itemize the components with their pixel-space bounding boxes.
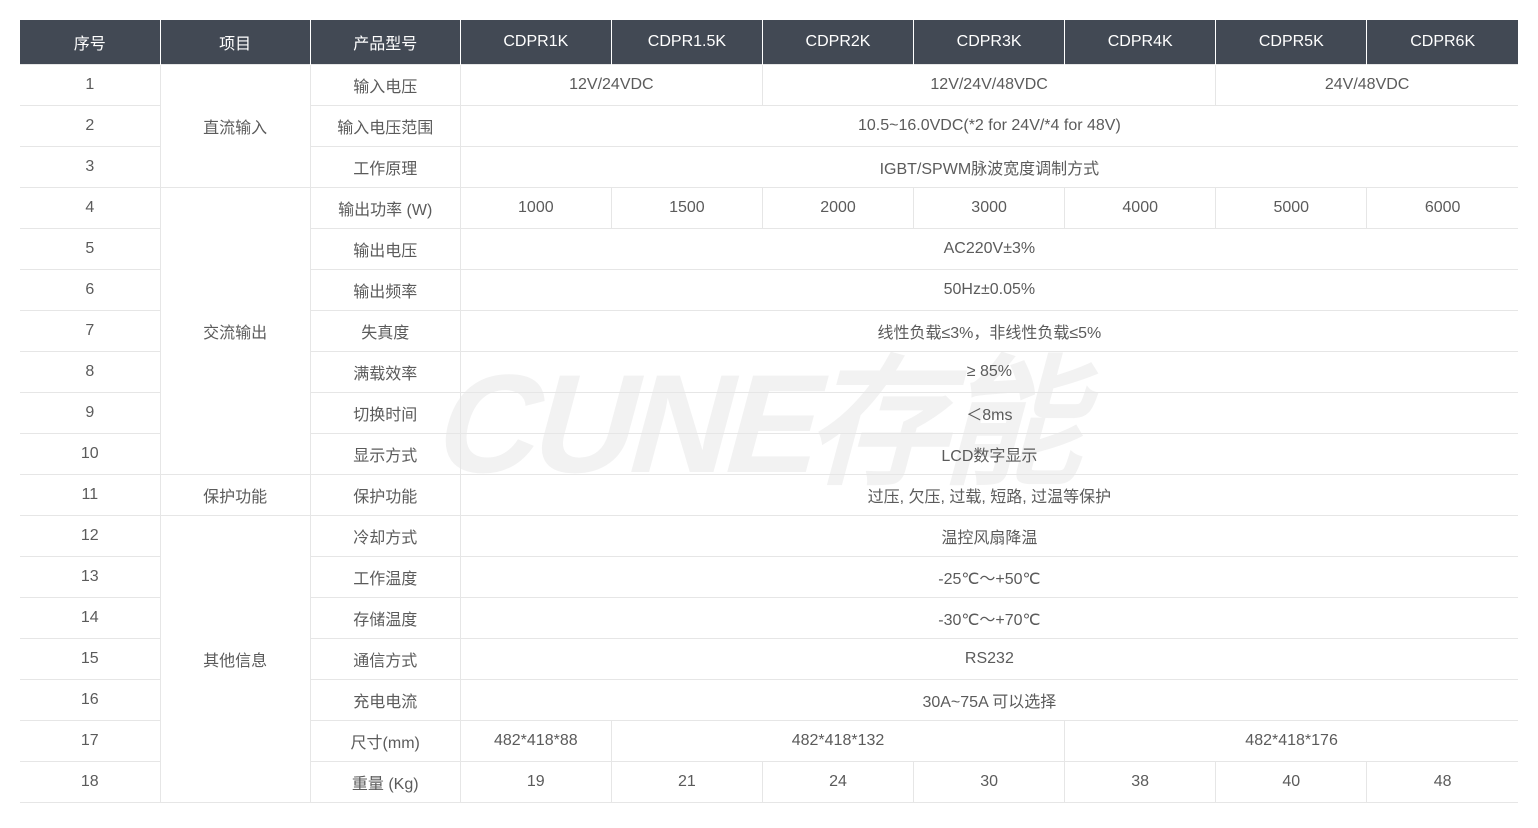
label-cell: 失真度 xyxy=(310,311,460,352)
spec-table: 序号 项目 产品型号 CDPR1K CDPR1.5K CDPR2K CDPR3K… xyxy=(20,20,1518,803)
seq-cell: 5 xyxy=(20,229,160,270)
value-cell: 482*418*176 xyxy=(1065,721,1518,762)
value-cell: 482*418*132 xyxy=(611,721,1064,762)
value-cell: 12V/24VDC xyxy=(460,65,762,106)
seq-cell: 9 xyxy=(20,393,160,434)
label-cell: 满载效率 xyxy=(310,352,460,393)
seq-cell: 3 xyxy=(20,147,160,188)
value-cell: 5000 xyxy=(1216,188,1367,229)
seq-cell: 14 xyxy=(20,598,160,639)
label-cell: 切换时间 xyxy=(310,393,460,434)
table-row: 12 其他信息 冷却方式 温控风扇降温 xyxy=(20,516,1518,557)
value-cell: -25℃～+50℃ xyxy=(460,557,1518,598)
group-cell: 直流输入 xyxy=(160,65,310,188)
value-cell: RS232 xyxy=(460,639,1518,680)
value-cell: 4000 xyxy=(1065,188,1216,229)
label-cell: 显示方式 xyxy=(310,434,460,475)
seq-cell: 17 xyxy=(20,721,160,762)
value-cell: 3000 xyxy=(914,188,1065,229)
header-model: 产品型号 xyxy=(310,20,460,65)
value-cell: ＜8ms xyxy=(460,393,1518,434)
table-row: 1 直流输入 输入电压 12V/24VDC 12V/24V/48VDC 24V/… xyxy=(20,65,1518,106)
header-product: CDPR1.5K xyxy=(611,20,762,65)
label-cell: 工作原理 xyxy=(310,147,460,188)
value-cell: 6000 xyxy=(1367,188,1518,229)
value-cell: 1500 xyxy=(611,188,762,229)
label-cell: 输入电压 xyxy=(310,65,460,106)
value-cell: 19 xyxy=(460,762,611,803)
seq-cell: 1 xyxy=(20,65,160,106)
value-cell: 30A~75A 可以选择 xyxy=(460,680,1518,721)
value-cell: 线性负载≤3%，非线性负载≤5% xyxy=(460,311,1518,352)
value-cell: 38 xyxy=(1065,762,1216,803)
label-cell: 保护功能 xyxy=(310,475,460,516)
seq-cell: 13 xyxy=(20,557,160,598)
table-row: 4 交流输出 输出功率 (W) 1000 1500 2000 3000 4000… xyxy=(20,188,1518,229)
label-cell: 冷却方式 xyxy=(310,516,460,557)
value-cell: 10.5~16.0VDC(*2 for 24V/*4 for 48V) xyxy=(460,106,1518,147)
value-cell: 30 xyxy=(914,762,1065,803)
value-cell: 温控风扇降温 xyxy=(460,516,1518,557)
label-cell: 输出功率 (W) xyxy=(310,188,460,229)
value-cell: 24 xyxy=(762,762,913,803)
header-product: CDPR6K xyxy=(1367,20,1518,65)
label-cell: 输出电压 xyxy=(310,229,460,270)
seq-cell: 12 xyxy=(20,516,160,557)
value-cell: -30℃～+70℃ xyxy=(460,598,1518,639)
label-cell: 通信方式 xyxy=(310,639,460,680)
value-cell: 21 xyxy=(611,762,762,803)
header-product: CDPR2K xyxy=(762,20,913,65)
header-item: 项目 xyxy=(160,20,310,65)
value-cell: 48 xyxy=(1367,762,1518,803)
seq-cell: 15 xyxy=(20,639,160,680)
label-cell: 充电电流 xyxy=(310,680,460,721)
seq-cell: 6 xyxy=(20,270,160,311)
seq-cell: 11 xyxy=(20,475,160,516)
value-cell: 482*418*88 xyxy=(460,721,611,762)
value-cell: 50Hz±0.05% xyxy=(460,270,1518,311)
label-cell: 尺寸(mm) xyxy=(310,721,460,762)
label-cell: 重量 (Kg) xyxy=(310,762,460,803)
label-cell: 输出频率 xyxy=(310,270,460,311)
value-cell: LCD数字显示 xyxy=(460,434,1518,475)
seq-cell: 18 xyxy=(20,762,160,803)
seq-cell: 10 xyxy=(20,434,160,475)
label-cell: 工作温度 xyxy=(310,557,460,598)
group-cell: 其他信息 xyxy=(160,516,310,803)
value-cell: 40 xyxy=(1216,762,1367,803)
header-product: CDPR5K xyxy=(1216,20,1367,65)
value-cell: 2000 xyxy=(762,188,913,229)
header-product: CDPR1K xyxy=(460,20,611,65)
header-product: CDPR4K xyxy=(1065,20,1216,65)
value-cell: 12V/24V/48VDC xyxy=(762,65,1215,106)
value-cell: 过压, 欠压, 过载, 短路, 过温等保护 xyxy=(460,475,1518,516)
value-cell: 1000 xyxy=(460,188,611,229)
header-row: 序号 项目 产品型号 CDPR1K CDPR1.5K CDPR2K CDPR3K… xyxy=(20,20,1518,65)
seq-cell: 4 xyxy=(20,188,160,229)
label-cell: 输入电压范围 xyxy=(310,106,460,147)
seq-cell: 16 xyxy=(20,680,160,721)
header-product: CDPR3K xyxy=(914,20,1065,65)
value-cell: ≥ 85% xyxy=(460,352,1518,393)
label-cell: 存储温度 xyxy=(310,598,460,639)
value-cell: AC220V±3% xyxy=(460,229,1518,270)
group-cell: 保护功能 xyxy=(160,475,310,516)
seq-cell: 7 xyxy=(20,311,160,352)
spec-table-container: CUNE存能 序号 项目 产品型号 CDPR1K CDPR1.5K CDPR2K… xyxy=(20,20,1518,803)
group-cell: 交流输出 xyxy=(160,188,310,475)
value-cell: IGBT/SPWM脉波宽度调制方式 xyxy=(460,147,1518,188)
seq-cell: 2 xyxy=(20,106,160,147)
value-cell: 24V/48VDC xyxy=(1216,65,1518,106)
header-seq: 序号 xyxy=(20,20,160,65)
seq-cell: 8 xyxy=(20,352,160,393)
table-row: 11 保护功能 保护功能 过压, 欠压, 过载, 短路, 过温等保护 xyxy=(20,475,1518,516)
